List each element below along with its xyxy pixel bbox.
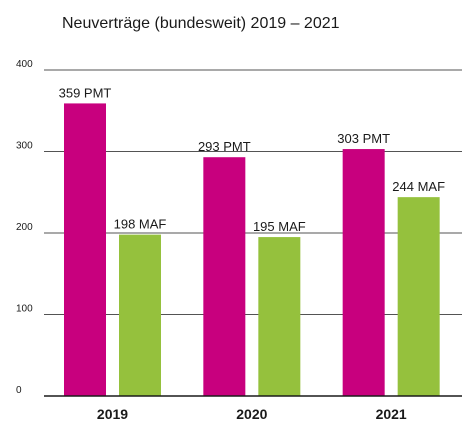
y-tick-label: 200 — [16, 222, 33, 233]
axis-layer: 0 100 200 300 400 2019 2020 2021 — [16, 59, 462, 422]
data-label: 244 MAF — [392, 179, 445, 194]
data-label: 293 PMT — [198, 139, 251, 154]
data-label: 359 PMT — [59, 85, 112, 100]
data-label: 195 MAF — [253, 219, 306, 234]
y-tick-label: 400 — [16, 59, 33, 70]
bar — [397, 197, 440, 396]
data-label: 198 MAF — [114, 217, 167, 232]
x-tick-label: 2019 — [97, 406, 128, 422]
label-layer: 359 PMT 198 MAF 293 PMT 195 MAF 303 PMT 244 M… — [59, 85, 445, 234]
x-tick-label: 2020 — [236, 406, 267, 422]
y-tick-label: 0 — [16, 385, 22, 396]
data-label: 303 PMT — [337, 131, 390, 146]
y-tick-label: 100 — [16, 304, 33, 315]
bar — [258, 237, 301, 396]
bar — [203, 157, 246, 396]
chart-title: Neuverträge (bundesweit) 2019 – 2021 — [62, 15, 340, 32]
bar — [119, 234, 161, 396]
grid-layer — [44, 69, 462, 315]
bar — [342, 149, 385, 396]
bar-layer — [64, 103, 440, 396]
y-tick-label: 300 — [16, 141, 33, 152]
x-tick-label: 2021 — [376, 406, 407, 422]
bar — [64, 103, 106, 396]
